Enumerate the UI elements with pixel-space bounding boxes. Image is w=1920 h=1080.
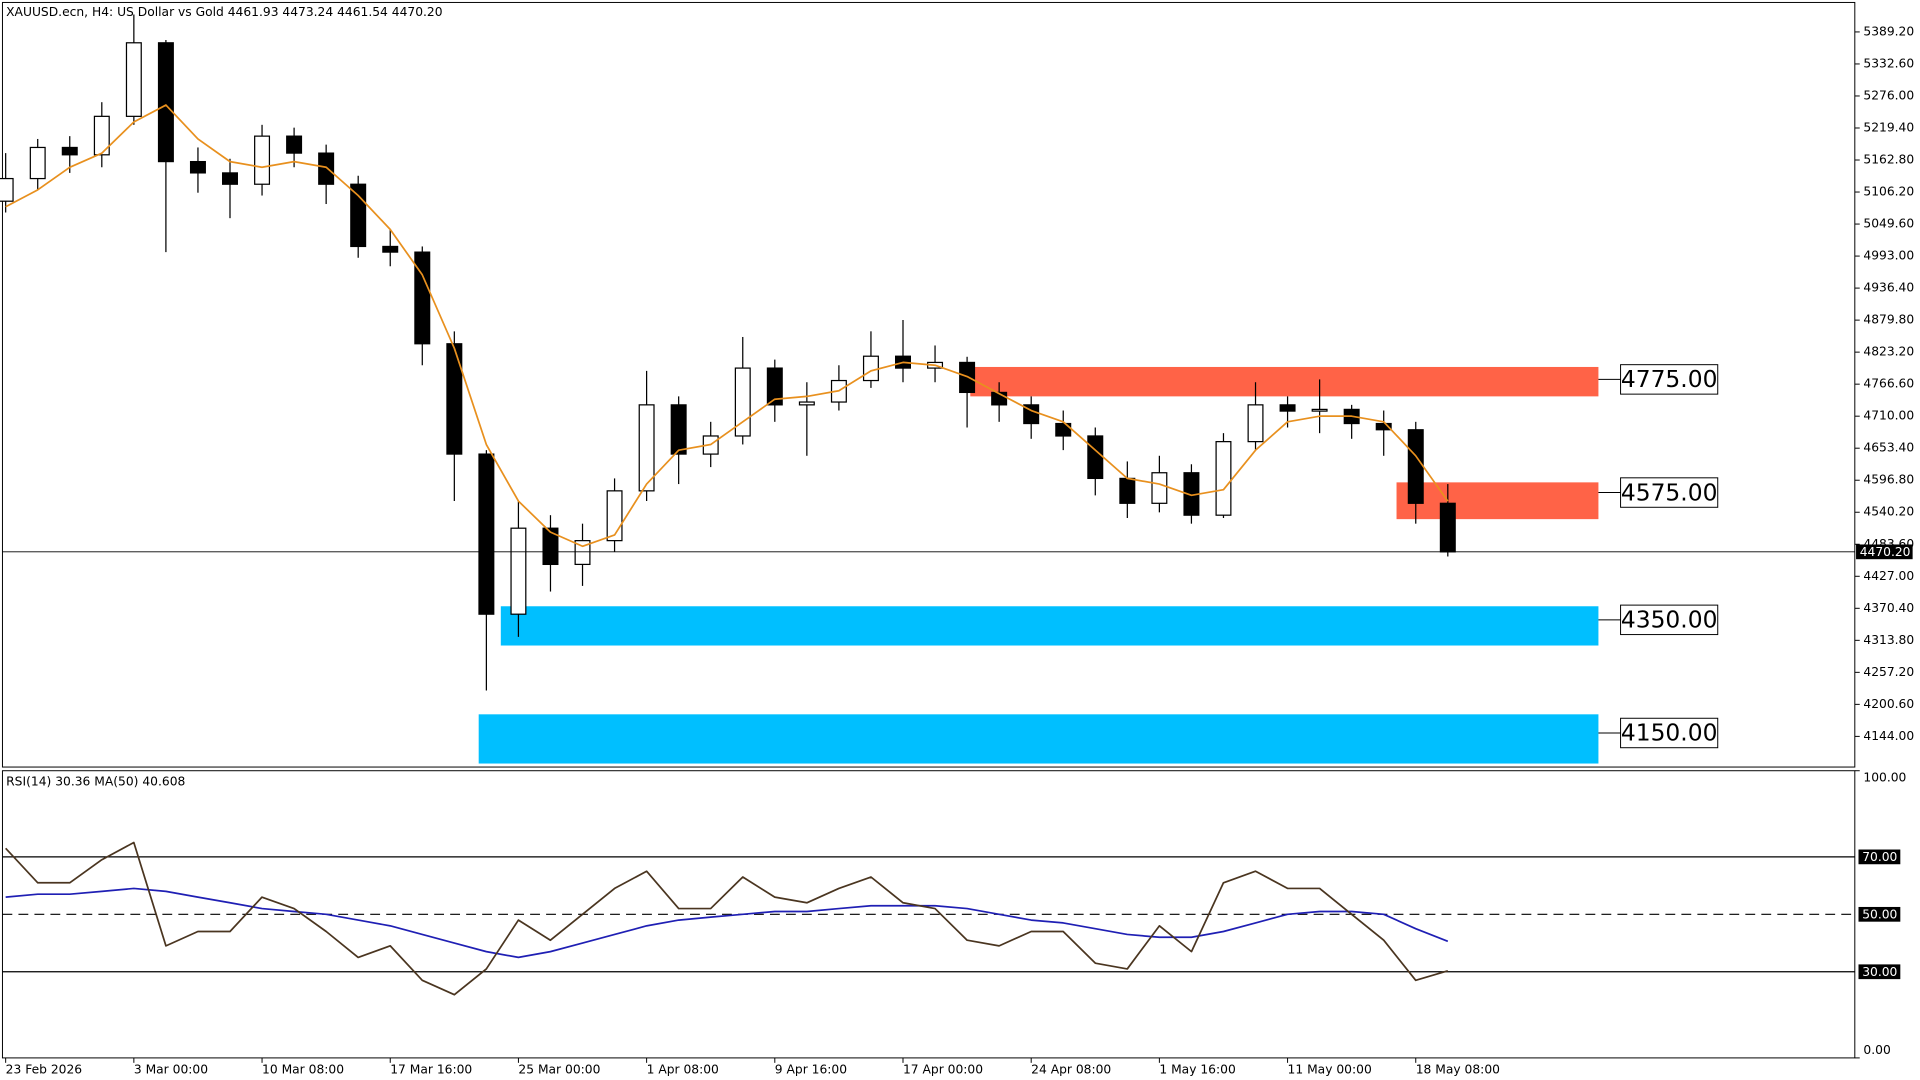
y-tick-label: 4596.80 (1863, 473, 1914, 487)
candle-body (1119, 477, 1136, 504)
candle-body (189, 160, 206, 174)
y-tick-label: 4823.20 (1863, 345, 1914, 359)
candle-body (862, 355, 879, 382)
candle-body (1151, 472, 1168, 504)
x-tick-label: 11 May 00:00 (1288, 1063, 1372, 1077)
zone-label: 4350.00 (1621, 606, 1718, 634)
y-tick-label: 5276.00 (1863, 88, 1914, 102)
rsi-level-label: 30.00 (1862, 965, 1897, 979)
y-tick-label: 4879.80 (1863, 313, 1914, 327)
candle-body (766, 367, 783, 406)
candle-body (1439, 502, 1456, 553)
moving-average (5, 104, 1449, 548)
rsi-y-tick-label: 0.00 (1863, 1043, 1890, 1057)
x-tick-label: 1 May 16:00 (1159, 1063, 1235, 1077)
current-price-label: 4470.20 (1860, 545, 1911, 559)
zone (1396, 482, 1599, 520)
zone-label-box (1620, 477, 1719, 508)
candle-body (350, 183, 367, 248)
rsi-level-box (1858, 849, 1901, 865)
candle-body (1407, 429, 1424, 504)
candle-body (1087, 435, 1104, 480)
current-price-box (1856, 544, 1913, 560)
candle-body (1375, 422, 1392, 431)
candle-body (382, 245, 399, 253)
x-tick-label: 17 Apr 00:00 (903, 1063, 983, 1077)
x-tick-label: 10 Mar 08:00 (262, 1063, 344, 1077)
y-tick-label: 5389.20 (1863, 24, 1914, 38)
x-tick-label: 17 Mar 16:00 (390, 1063, 472, 1077)
y-tick-label: 5162.80 (1863, 153, 1914, 167)
zone (970, 366, 1599, 397)
chart-header: XAUUSD.ecn, H4: US Dollar vs Gold 4461.9… (6, 5, 442, 19)
candle-body (1311, 408, 1328, 412)
x-tick-label: 24 Apr 08:00 (1031, 1063, 1111, 1077)
candle-body (478, 453, 495, 615)
zone (500, 606, 1599, 646)
x-tick-label: 25 Mar 00:00 (518, 1063, 600, 1077)
x-tick-label: 3 Mar 00:00 (134, 1063, 208, 1077)
zone-label-box (1620, 717, 1719, 749)
rsi-ma-line (5, 887, 1449, 959)
candle-body (318, 152, 335, 185)
y-tick-label: 4993.00 (1863, 249, 1914, 263)
x-tick-label: 9 Apr 16:00 (775, 1063, 847, 1077)
candle-body (638, 404, 655, 492)
candle-body (606, 490, 623, 542)
candle-body (1247, 404, 1264, 443)
rsi-level-label: 50.00 (1862, 907, 1897, 921)
zone-label-box (1620, 604, 1719, 636)
candle-body (29, 146, 46, 180)
candle-body (93, 115, 110, 156)
candle-body (670, 404, 687, 455)
rsi-header: RSI(14) 30.36 MA(50) 40.608 (6, 774, 185, 788)
y-tick-label: 5219.40 (1863, 120, 1914, 134)
zone-label-box (1620, 364, 1719, 395)
candle-body (542, 527, 559, 566)
y-tick-label: 5049.60 (1863, 217, 1914, 231)
y-tick-label: 4710.00 (1863, 409, 1914, 423)
y-tick-label: 4540.20 (1863, 505, 1914, 519)
candle-body (1215, 441, 1232, 516)
rsi-level-box (1858, 906, 1901, 922)
y-tick-label: 4200.60 (1863, 697, 1914, 711)
candle-body (157, 42, 174, 163)
rsi-line (5, 841, 1449, 996)
candle-body (1055, 422, 1072, 437)
rsi-y-tick-label: 100.00 (1863, 771, 1906, 785)
y-tick-label: 5332.60 (1863, 56, 1914, 70)
y-tick-label: 4766.60 (1863, 377, 1914, 391)
y-tick-label: 4936.40 (1863, 281, 1914, 295)
y-tick-label: 4257.20 (1863, 665, 1914, 679)
candle-body (414, 251, 431, 345)
candle-body (125, 42, 142, 117)
zone-label: 4150.00 (1621, 719, 1718, 747)
x-tick-label: 18 May 08:00 (1416, 1063, 1500, 1077)
zone-label: 4575.00 (1621, 478, 1718, 506)
y-tick-label: 5106.20 (1863, 185, 1914, 199)
y-tick-label: 4144.00 (1863, 729, 1914, 743)
y-tick-label: 4370.40 (1863, 601, 1914, 615)
x-tick-label: 1 Apr 08:00 (647, 1063, 719, 1077)
zone (478, 714, 1599, 764)
candle-body (446, 343, 463, 455)
rsi-level-box (1858, 964, 1901, 980)
candle-body (61, 146, 78, 156)
rsi-level-label: 70.00 (1862, 850, 1897, 864)
x-tick-label: 23 Feb 2026 (6, 1063, 83, 1077)
y-tick-label: 4653.40 (1863, 441, 1914, 455)
candle-body (1279, 404, 1296, 412)
candle-body (574, 540, 591, 566)
candle-body (510, 527, 527, 615)
candle-body (798, 401, 815, 406)
y-tick-label: 4427.00 (1863, 569, 1914, 583)
price-panel-frame (1, 1, 1856, 768)
y-tick-label: 4313.80 (1863, 633, 1914, 647)
candle-body (286, 135, 303, 154)
candle-body (254, 135, 271, 185)
candle-body (0, 177, 14, 202)
candle-body (222, 172, 238, 185)
zone-label: 4775.00 (1621, 365, 1718, 393)
